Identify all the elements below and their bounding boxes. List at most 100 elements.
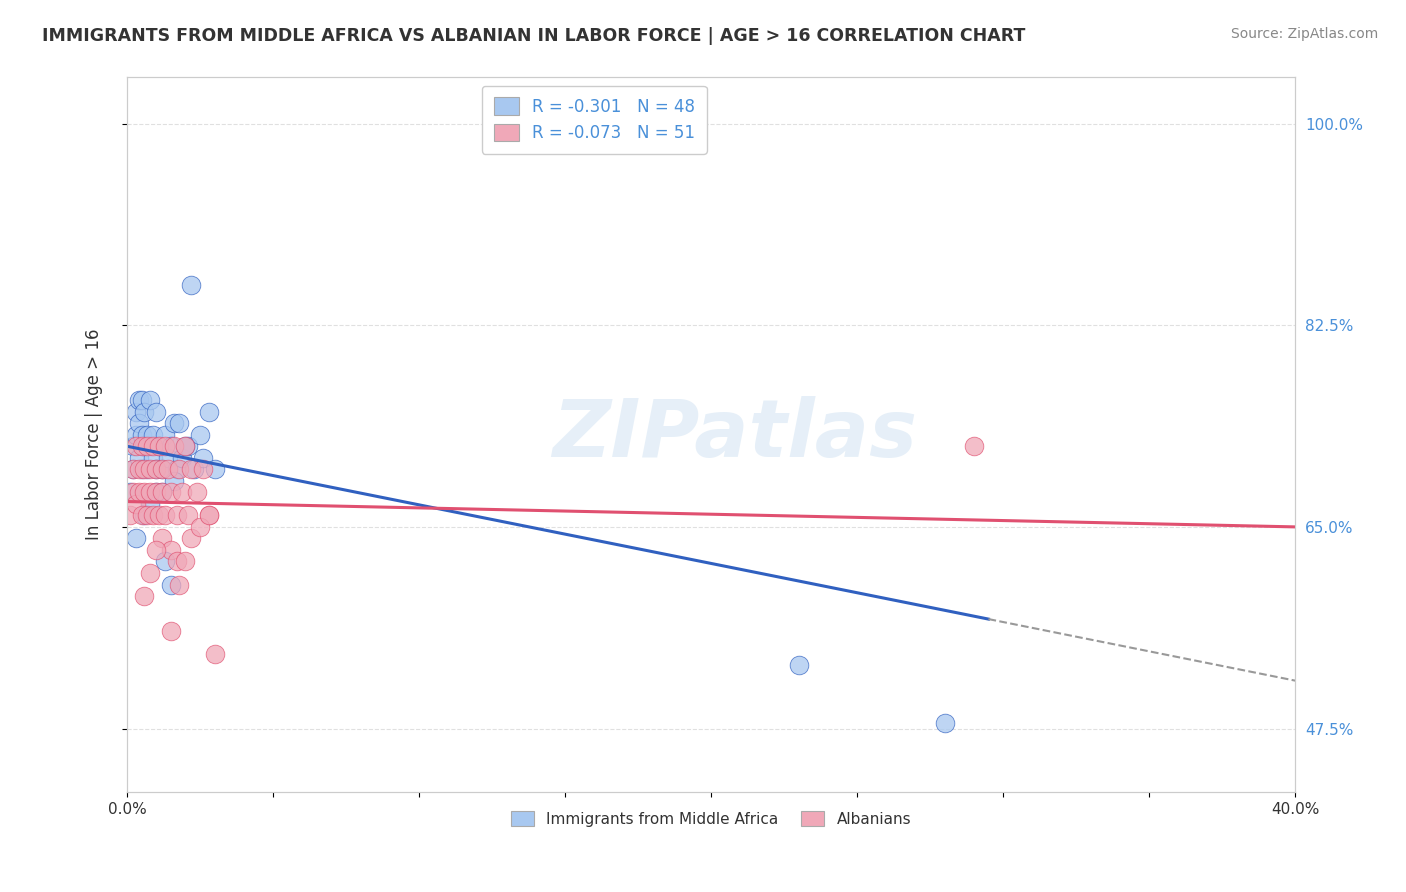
Point bbox=[172, 450, 194, 465]
Text: IMMIGRANTS FROM MIDDLE AFRICA VS ALBANIAN IN LABOR FORCE | AGE > 16 CORRELATION : IMMIGRANTS FROM MIDDLE AFRICA VS ALBANIA… bbox=[42, 27, 1025, 45]
Y-axis label: In Labor Force | Age > 16: In Labor Force | Age > 16 bbox=[86, 329, 103, 541]
Point bbox=[134, 508, 156, 523]
Point bbox=[186, 485, 208, 500]
Point bbox=[159, 577, 181, 591]
Point bbox=[139, 497, 162, 511]
Point bbox=[172, 485, 194, 500]
Point bbox=[131, 508, 153, 523]
Point bbox=[139, 485, 162, 500]
Point bbox=[145, 485, 167, 500]
Text: Source: ZipAtlas.com: Source: ZipAtlas.com bbox=[1230, 27, 1378, 41]
Point bbox=[145, 404, 167, 418]
Point bbox=[174, 554, 197, 568]
Point bbox=[134, 485, 156, 500]
Point bbox=[153, 439, 176, 453]
Point bbox=[148, 439, 170, 453]
Point bbox=[124, 532, 146, 546]
Point bbox=[153, 554, 176, 568]
Point bbox=[156, 462, 179, 476]
Point bbox=[148, 439, 170, 453]
Point bbox=[197, 508, 219, 523]
Point bbox=[128, 416, 150, 430]
Point bbox=[142, 508, 165, 523]
Point bbox=[159, 543, 181, 558]
Point bbox=[128, 462, 150, 476]
Point bbox=[787, 658, 810, 673]
Point bbox=[166, 554, 188, 568]
Point bbox=[180, 277, 202, 292]
Point bbox=[150, 532, 173, 546]
Point bbox=[124, 427, 146, 442]
Point bbox=[177, 508, 200, 523]
Point bbox=[131, 439, 153, 453]
Point bbox=[174, 439, 197, 453]
Point bbox=[118, 508, 141, 523]
Point bbox=[169, 577, 191, 591]
Point bbox=[118, 485, 141, 500]
Point bbox=[197, 404, 219, 418]
Point bbox=[134, 404, 156, 418]
Point bbox=[159, 624, 181, 638]
Point bbox=[204, 462, 226, 476]
Point bbox=[131, 393, 153, 408]
Point bbox=[128, 450, 150, 465]
Point bbox=[142, 427, 165, 442]
Point bbox=[142, 439, 165, 453]
Point bbox=[148, 508, 170, 523]
Point bbox=[166, 462, 188, 476]
Point bbox=[191, 450, 214, 465]
Point bbox=[166, 508, 188, 523]
Point bbox=[153, 508, 176, 523]
Point bbox=[131, 427, 153, 442]
Point bbox=[131, 462, 153, 476]
Point bbox=[150, 462, 173, 476]
Point bbox=[145, 543, 167, 558]
Point bbox=[150, 485, 173, 500]
Point bbox=[145, 462, 167, 476]
Point bbox=[142, 450, 165, 465]
Point bbox=[150, 485, 173, 500]
Point bbox=[128, 393, 150, 408]
Point bbox=[121, 485, 143, 500]
Point bbox=[124, 404, 146, 418]
Point bbox=[145, 462, 167, 476]
Point bbox=[153, 427, 176, 442]
Point bbox=[159, 485, 181, 500]
Point bbox=[150, 462, 173, 476]
Text: ZIPatlas: ZIPatlas bbox=[553, 396, 917, 474]
Point bbox=[145, 485, 167, 500]
Point bbox=[180, 532, 202, 546]
Legend: Immigrants from Middle Africa, Albanians: Immigrants from Middle Africa, Albanians bbox=[503, 803, 918, 834]
Point bbox=[169, 416, 191, 430]
Point bbox=[139, 462, 162, 476]
Point bbox=[136, 427, 159, 442]
Point bbox=[121, 462, 143, 476]
Point bbox=[169, 462, 191, 476]
Point bbox=[121, 439, 143, 453]
Point bbox=[934, 715, 956, 730]
Point bbox=[136, 439, 159, 453]
Point bbox=[162, 416, 184, 430]
Point bbox=[134, 439, 156, 453]
Point bbox=[191, 462, 214, 476]
Point bbox=[963, 439, 986, 453]
Point bbox=[174, 439, 197, 453]
Point bbox=[139, 393, 162, 408]
Point bbox=[136, 462, 159, 476]
Point bbox=[162, 439, 184, 453]
Point bbox=[197, 508, 219, 523]
Point bbox=[177, 439, 200, 453]
Point bbox=[134, 589, 156, 603]
Point bbox=[136, 508, 159, 523]
Point bbox=[180, 462, 202, 476]
Point bbox=[159, 439, 181, 453]
Point bbox=[134, 462, 156, 476]
Point bbox=[156, 450, 179, 465]
Point bbox=[139, 566, 162, 580]
Point bbox=[124, 439, 146, 453]
Point bbox=[183, 462, 205, 476]
Point bbox=[139, 439, 162, 453]
Point bbox=[188, 427, 211, 442]
Point bbox=[124, 497, 146, 511]
Point bbox=[121, 462, 143, 476]
